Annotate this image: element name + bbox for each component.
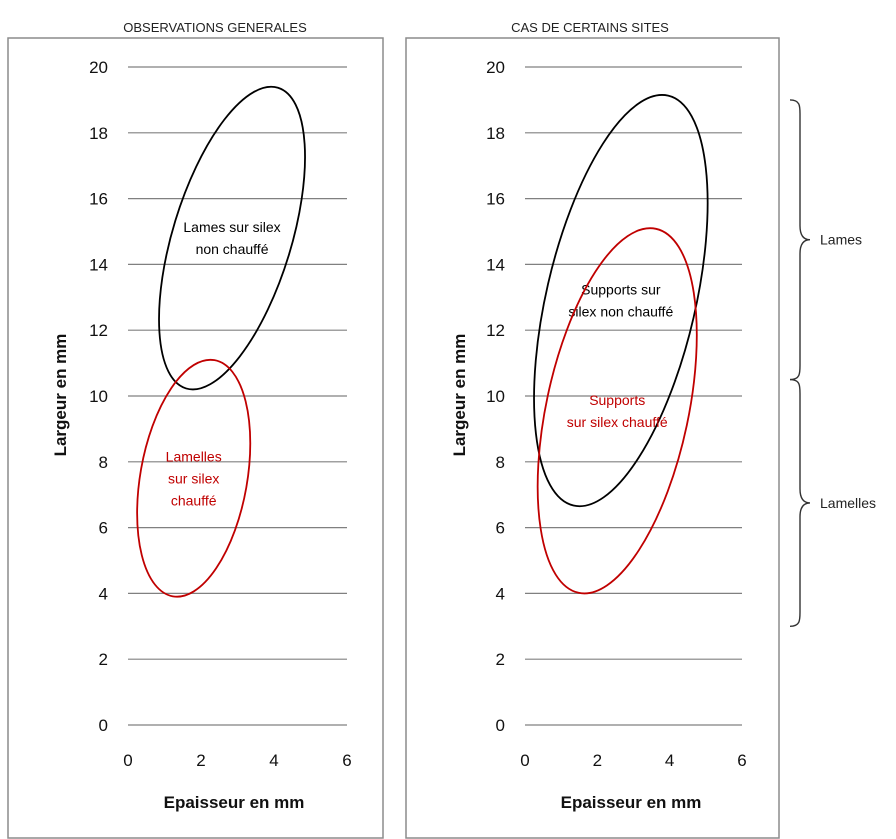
y-tick-labels: 0 2 4 6 8 10 12 14 16 18 20 bbox=[89, 58, 108, 735]
x-axis-label: Epaisseur en mm bbox=[164, 793, 305, 812]
y-tick-label: 4 bbox=[99, 584, 108, 603]
y-tick-label: 12 bbox=[486, 321, 505, 340]
regions: Lames sur silex non chauffé Lamelles sur si… bbox=[136, 85, 306, 598]
y-tick-label: 2 bbox=[496, 650, 505, 669]
panel-observations-generales: OBSERVATIONS GENERALES 02468101214161820… bbox=[7, 20, 384, 839]
y-tick-label: 8 bbox=[496, 453, 505, 472]
region-ellipse bbox=[536, 227, 698, 595]
panel-title: OBSERVATIONS GENERALES bbox=[123, 20, 307, 35]
region-label: Supports bbox=[589, 392, 645, 408]
y-tick-labels: 0 2 4 6 8 10 12 14 16 18 20 bbox=[486, 58, 505, 735]
y-tick-label: 12 bbox=[89, 321, 108, 340]
y-tick-label: 18 bbox=[486, 124, 505, 143]
curly-bracket bbox=[789, 99, 811, 381]
region-label: Lames sur silex bbox=[183, 219, 280, 235]
y-tick-label: 20 bbox=[486, 58, 505, 77]
y-axis-label: Largeur en mm bbox=[51, 334, 70, 457]
region-label: silex non chauffé bbox=[568, 304, 673, 320]
y-tick-label: 14 bbox=[89, 255, 108, 274]
grid bbox=[525, 66, 742, 726]
region-ellipse bbox=[158, 85, 306, 391]
x-tick-label: 2 bbox=[196, 751, 205, 770]
bracket-label: Lamelles bbox=[820, 495, 876, 511]
y-tick-label: 4 bbox=[496, 584, 505, 603]
y-tick-label: 6 bbox=[496, 519, 505, 538]
x-tick-label: 0 bbox=[520, 751, 529, 770]
region-label: Supports sur bbox=[581, 282, 661, 298]
x-axis-label: Epaisseur en mm bbox=[561, 793, 702, 812]
region-label: sur silex bbox=[168, 470, 219, 486]
region-ellipse bbox=[533, 94, 709, 508]
panel-frame bbox=[405, 37, 780, 839]
region-label: Lamelles bbox=[166, 448, 222, 464]
x-tick-label: 0 bbox=[123, 751, 132, 770]
y-tick-label: 0 bbox=[99, 716, 108, 735]
x-tick-label: 4 bbox=[665, 751, 674, 770]
grid bbox=[128, 66, 347, 726]
y-tick-label: 20 bbox=[89, 58, 108, 77]
y-tick-label: 6 bbox=[99, 519, 108, 538]
curly-bracket bbox=[789, 378, 811, 627]
y-tick-label: 2 bbox=[99, 650, 108, 669]
region-label: sur silex chauffé bbox=[567, 414, 668, 430]
y-tick-label: 8 bbox=[99, 453, 108, 472]
x-tick-labels: 0 2 4 6 bbox=[123, 751, 351, 770]
bracket-label: Lames bbox=[820, 232, 862, 248]
panel-cas-de-certains-sites: CAS DE CERTAINS SITES 02468101214161820 … bbox=[405, 20, 780, 839]
y-tick-label: 16 bbox=[486, 190, 505, 209]
x-tick-label: 2 bbox=[593, 751, 602, 770]
y-tick-label: 16 bbox=[89, 190, 108, 209]
y-tick-label: 10 bbox=[89, 387, 108, 406]
y-tick-label: 14 bbox=[486, 255, 505, 274]
regions: Supports sur silex non chauffé Supports sur… bbox=[533, 94, 709, 595]
x-tick-label: 6 bbox=[737, 751, 746, 770]
x-tick-label: 4 bbox=[269, 751, 278, 770]
brackets: Lames Lamelles bbox=[789, 99, 876, 627]
region-label: chauffé bbox=[171, 492, 217, 508]
y-axis-label: Largeur en mm bbox=[450, 334, 469, 457]
y-tick-label: 10 bbox=[486, 387, 505, 406]
panel-title: CAS DE CERTAINS SITES bbox=[511, 20, 669, 35]
x-tick-labels: 0 2 4 6 bbox=[520, 751, 746, 770]
y-tick-label: 0 bbox=[496, 716, 505, 735]
panel-frame bbox=[7, 37, 384, 839]
x-tick-label: 6 bbox=[342, 751, 351, 770]
y-tick-label: 18 bbox=[89, 124, 108, 143]
region-ellipse bbox=[136, 358, 252, 598]
region-label: non chauffé bbox=[196, 241, 269, 257]
